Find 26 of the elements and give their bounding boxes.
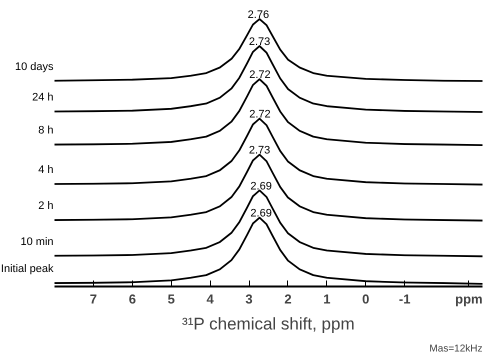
x-tick-label: 3 bbox=[245, 292, 253, 306]
annotation: 2.69 bbox=[250, 180, 272, 192]
x-tick-label: 6 bbox=[128, 292, 136, 306]
text: Mas=12kHz bbox=[429, 344, 482, 354]
x-tick-label: 4 bbox=[206, 292, 215, 306]
series-label: 4 h bbox=[38, 164, 54, 176]
series-label: 2 h bbox=[38, 200, 54, 212]
x-tick-label: 5 bbox=[168, 292, 175, 306]
series-label: 24 h bbox=[32, 91, 54, 104]
annotation: 2.69 bbox=[250, 208, 272, 220]
annotation: 2.72 bbox=[249, 108, 271, 121]
x-tick-label: 7 bbox=[90, 292, 98, 306]
series-label: 8 h bbox=[38, 124, 54, 137]
x-tick-label: -1 bbox=[398, 292, 410, 306]
series-label: 10 min bbox=[20, 236, 54, 248]
x-tick-label: 2 bbox=[284, 292, 292, 306]
annotation: 2.73 bbox=[248, 36, 270, 48]
x-tick-label: ppm bbox=[455, 292, 483, 306]
series-label: 10 days bbox=[14, 60, 54, 73]
annotation: 2.76 bbox=[248, 9, 270, 22]
x-axis-title: ³¹P chemical shift, ppm bbox=[182, 314, 355, 334]
annotation: 2.73 bbox=[248, 144, 270, 157]
series-label: Initial peak bbox=[0, 263, 54, 276]
x-tick-label: 1 bbox=[323, 292, 330, 306]
annotation: 2.72 bbox=[249, 69, 271, 82]
x-tick-label: 0 bbox=[362, 292, 370, 306]
